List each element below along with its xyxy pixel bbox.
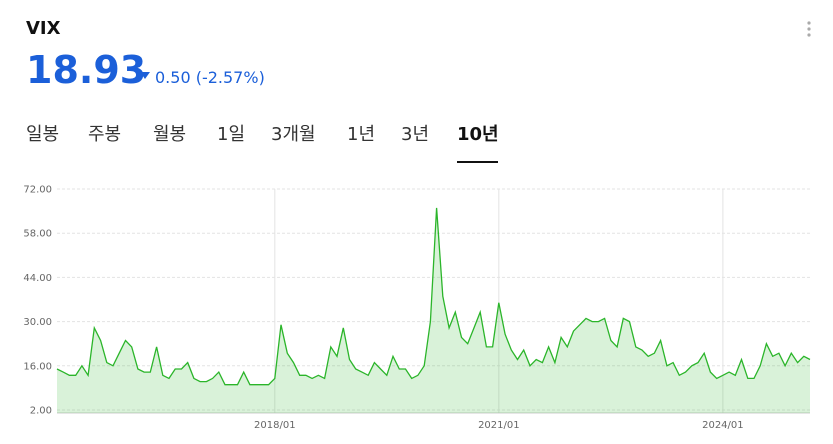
tab[interactable]: 일봉 [26,124,60,145]
tab[interactable]: 3년 [401,124,430,145]
y-tick-label: 2.00 [30,406,52,417]
x-tick-label: 2018/01 [254,420,296,431]
ticker: VIX [26,18,61,39]
x-tick-label: 2024/01 [702,420,744,431]
y-tick-label: 44.00 [23,273,52,284]
tab[interactable]: 월봉 [153,124,187,145]
chart: 2.00 16.00 30.00 44.00 58.00 72.00 2018/01 2021… [23,185,811,431]
tab[interactable]: 1일 [217,124,246,145]
change-pct: (-2.57%) [195,68,265,87]
y-tick-label: 30.00 [23,317,52,328]
y-tick-label: 72.00 [23,185,52,196]
line [56,207,811,386]
x-tick-label: 2021/01 [478,420,520,431]
y-tick-label: 58.00 [23,229,52,240]
tab[interactable]: 3개월 [271,124,316,145]
change: 0.50 (-2.57%) [155,68,265,87]
tab[interactable]: 주봉 [88,124,122,145]
tab[interactable]: 10년 [457,124,499,145]
down-arrow [140,72,150,79]
area [57,207,810,413]
price: 18.93 [26,48,147,92]
tab-underline [457,161,498,163]
y-tick-label: 16.00 [23,361,52,372]
tab[interactable]: 1년 [347,124,376,145]
change-value: 0.50 [155,68,191,87]
menu-icon[interactable] [806,20,812,38]
